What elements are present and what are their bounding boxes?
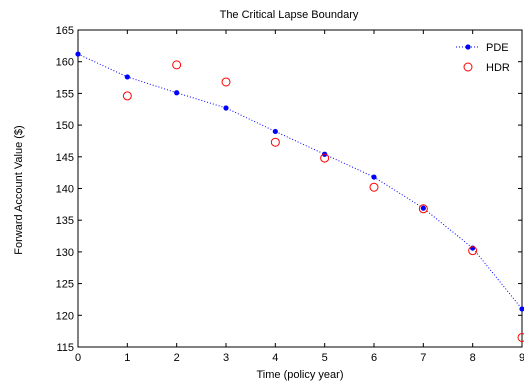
x-tick-label: 5 xyxy=(322,352,328,364)
y-tick-label: 165 xyxy=(56,25,74,37)
legend: PDE HDR xyxy=(456,42,510,74)
y-tick-label: 155 xyxy=(56,88,74,100)
legend-pde-marker xyxy=(465,44,471,50)
data-point xyxy=(371,174,377,180)
y-tick-label: 120 xyxy=(56,310,74,322)
x-tick-label: 1 xyxy=(124,352,130,364)
x-tick-label: 3 xyxy=(223,352,229,364)
legend-hdr-marker xyxy=(463,62,473,72)
y-tick-label: 140 xyxy=(56,184,74,196)
x-axis-label: Time (policy year) xyxy=(257,369,344,381)
y-tick-label: 125 xyxy=(56,279,74,291)
legend-hdr-label: HDR xyxy=(486,62,510,74)
axis-ticks: 0 1 2 3 4 5 6 7 8 9 115 120 125 130 135 140 145 150 155 160… xyxy=(56,25,524,364)
y-axis-label: Forward Account Value ($) xyxy=(13,125,25,254)
y-tick-label: 130 xyxy=(56,247,74,259)
data-point xyxy=(369,182,379,192)
y-tick-label: 145 xyxy=(56,152,74,164)
x-tick-label: 9 xyxy=(519,352,524,364)
series-hdr xyxy=(122,60,524,342)
data-point xyxy=(418,204,428,214)
x-tick-label: 4 xyxy=(272,352,278,364)
data-point xyxy=(124,74,130,80)
x-tick-label: 7 xyxy=(420,352,426,364)
data-point xyxy=(519,306,524,312)
data-point xyxy=(172,60,182,70)
data-point xyxy=(517,332,524,342)
data-point xyxy=(420,205,426,211)
legend-pde-label: PDE xyxy=(486,42,509,54)
data-point xyxy=(223,105,229,111)
x-tick-label: 2 xyxy=(174,352,180,364)
y-tick-label: 115 xyxy=(56,342,74,354)
plot-area xyxy=(77,29,523,348)
x-tick-label: 6 xyxy=(371,352,377,364)
data-point xyxy=(270,137,280,147)
x-tick-label: 0 xyxy=(75,352,81,364)
y-tick-label: 160 xyxy=(56,57,74,69)
data-point xyxy=(468,246,478,256)
legend-item-pde: PDE xyxy=(456,42,509,54)
y-tick-label: 135 xyxy=(56,215,74,227)
data-point xyxy=(320,153,330,163)
data-point xyxy=(174,90,180,96)
series-layer xyxy=(75,51,524,342)
series-line xyxy=(77,53,523,310)
chart-title: The Critical Lapse Boundary xyxy=(220,9,359,21)
data-point xyxy=(75,51,81,57)
data-point xyxy=(272,128,278,135)
x-tick-label: 8 xyxy=(470,352,476,364)
legend-item-hdr: HDR xyxy=(463,62,510,74)
data-point xyxy=(221,77,231,87)
y-tick-label: 150 xyxy=(56,120,74,132)
data-point xyxy=(122,91,132,101)
